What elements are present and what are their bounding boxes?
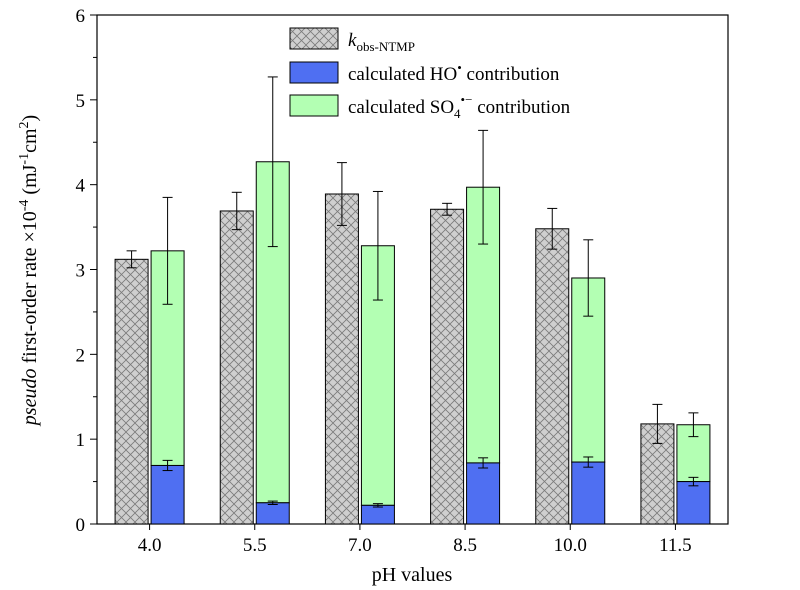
x-tick-label-8.5: 8.5 <box>453 535 477 556</box>
y-tick-label-1: 1 <box>76 430 86 451</box>
error-bars-group <box>126 76 699 508</box>
x-tick-label-7.0: 7.0 <box>348 535 372 556</box>
bar-kobs-10.0 <box>535 228 570 525</box>
legend-label-so4: calculated SO4•− contribution <box>348 92 571 121</box>
axes-group: 4.0 5.5 7.0 8.5 10.0 11.5 0 1 2 3 4 5 6 <box>76 6 692 556</box>
bar-so4-8.5 <box>466 186 501 464</box>
y-tick-label-0: 0 <box>76 515 86 536</box>
legend-swatch-so4 <box>289 94 339 117</box>
x-tick-label-10.0: 10.0 <box>554 535 587 556</box>
bar-ho-7.0 <box>360 504 395 525</box>
legend-swatch-kobs <box>289 27 339 50</box>
bar-ho-5.5 <box>255 502 290 525</box>
x-tick-label-11.5: 11.5 <box>659 535 692 556</box>
legend-swatch-ho <box>289 61 339 84</box>
y-tick-label-5: 5 <box>76 91 86 112</box>
y-tick-label-4: 4 <box>76 176 86 197</box>
x-axis-title: pH values <box>372 564 453 586</box>
plot-frame <box>96 14 729 525</box>
bar-ho-10.0 <box>571 461 606 525</box>
bar-kobs-8.5 <box>430 208 465 525</box>
x-tick-label-5.5: 5.5 <box>243 535 267 556</box>
y-axis-title: pseudo first-order rate ×10-4 (mJ-1cm2) <box>17 115 41 427</box>
x-tick-label-4.0: 4.0 <box>138 535 162 556</box>
bar-ho-11.5 <box>676 481 711 525</box>
bar-kobs-5.5 <box>219 210 254 525</box>
y-tick-label-3: 3 <box>76 261 86 282</box>
legend-label-kobs: kobs-NTMP <box>348 30 415 54</box>
plot-area <box>96 14 729 525</box>
bar-kobs-7.0 <box>324 193 359 525</box>
y-tick-label-2: 2 <box>76 345 86 366</box>
bar-ho-8.5 <box>466 462 501 525</box>
bar-kobs-4.0 <box>114 258 149 525</box>
legend: kobs-NTMP calculated HO• contribution ca… <box>289 27 571 121</box>
legend-label-ho: calculated HO• contribution <box>348 60 560 85</box>
y-tick-label-6: 6 <box>76 6 86 27</box>
bars-group <box>114 161 711 525</box>
bar-ho-4.0 <box>150 464 185 525</box>
